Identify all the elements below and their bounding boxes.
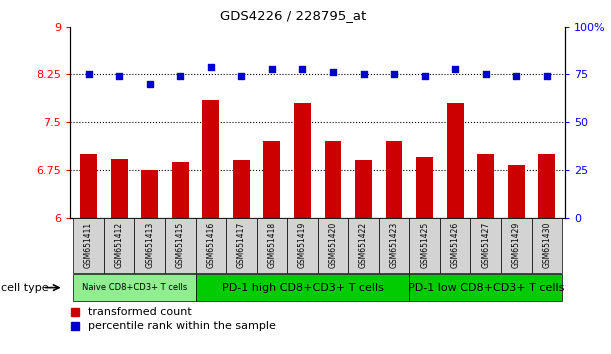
Bar <box>355 160 372 218</box>
Point <box>481 72 491 77</box>
Bar <box>440 218 470 273</box>
Bar <box>409 274 562 301</box>
Bar <box>196 274 409 301</box>
Text: PD-1 high CD8+CD3+ T cells: PD-1 high CD8+CD3+ T cells <box>222 282 383 293</box>
Text: GDS4226 / 228795_at: GDS4226 / 228795_at <box>220 9 366 22</box>
Point <box>267 66 277 72</box>
Point <box>450 66 460 72</box>
Bar <box>318 218 348 273</box>
Point <box>542 73 552 79</box>
Bar <box>80 154 97 218</box>
Bar <box>532 218 562 273</box>
Bar <box>416 157 433 218</box>
Bar <box>104 218 134 273</box>
Text: GSM651422: GSM651422 <box>359 222 368 268</box>
Point <box>145 81 155 87</box>
Point <box>420 73 430 79</box>
Bar <box>477 154 494 218</box>
Text: GSM651425: GSM651425 <box>420 222 429 268</box>
Text: percentile rank within the sample: percentile rank within the sample <box>87 321 276 331</box>
Bar <box>263 141 280 218</box>
Bar <box>257 218 287 273</box>
Text: GSM651415: GSM651415 <box>176 222 185 268</box>
Point <box>114 73 124 79</box>
Bar <box>73 218 104 273</box>
Point <box>328 70 338 75</box>
Text: cell type: cell type <box>1 282 49 293</box>
Bar <box>324 141 342 218</box>
Bar <box>294 103 311 218</box>
Bar <box>470 218 501 273</box>
Text: GSM651426: GSM651426 <box>451 222 459 268</box>
Text: GSM651430: GSM651430 <box>543 222 551 268</box>
Bar <box>172 162 189 218</box>
Text: GSM651417: GSM651417 <box>237 222 246 268</box>
Text: GSM651429: GSM651429 <box>512 222 521 268</box>
Text: GSM651416: GSM651416 <box>207 222 215 268</box>
Text: GSM651413: GSM651413 <box>145 222 154 268</box>
Bar <box>386 141 403 218</box>
Bar <box>447 103 464 218</box>
Bar <box>165 218 196 273</box>
Text: GSM651412: GSM651412 <box>115 222 123 268</box>
Text: GSM651427: GSM651427 <box>481 222 490 268</box>
Point <box>206 64 216 69</box>
Text: transformed count: transformed count <box>87 307 191 316</box>
Bar <box>348 218 379 273</box>
Text: PD-1 low CD8+CD3+ T cells: PD-1 low CD8+CD3+ T cells <box>408 282 564 293</box>
Bar <box>202 100 219 218</box>
Point <box>84 72 93 77</box>
Bar <box>508 165 525 218</box>
Bar <box>501 218 532 273</box>
Point <box>359 72 368 77</box>
Point <box>175 73 185 79</box>
Text: GSM651423: GSM651423 <box>390 222 398 268</box>
Text: Naive CD8+CD3+ T cells: Naive CD8+CD3+ T cells <box>82 283 187 292</box>
Bar <box>196 218 226 273</box>
Point <box>298 66 307 72</box>
Bar <box>233 160 250 218</box>
Bar <box>73 274 196 301</box>
Text: GSM651411: GSM651411 <box>84 222 93 268</box>
Text: GSM651418: GSM651418 <box>268 222 276 268</box>
Point <box>389 72 399 77</box>
Point <box>236 73 246 79</box>
Bar <box>111 159 128 218</box>
Bar <box>287 218 318 273</box>
Text: GSM651419: GSM651419 <box>298 222 307 268</box>
Bar <box>538 154 555 218</box>
Text: GSM651420: GSM651420 <box>329 222 337 268</box>
Bar <box>134 218 165 273</box>
Bar <box>226 218 257 273</box>
Bar <box>379 218 409 273</box>
Point <box>511 73 521 79</box>
Bar <box>141 170 158 218</box>
Bar <box>409 218 440 273</box>
